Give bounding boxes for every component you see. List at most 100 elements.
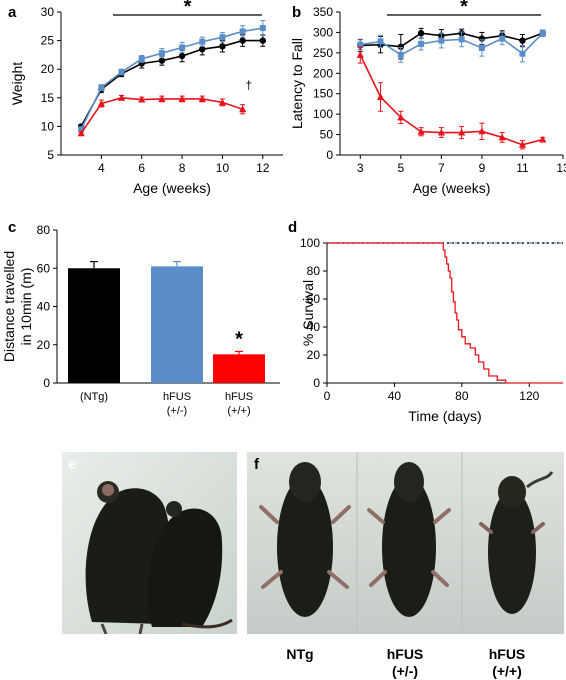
data-point-circle xyxy=(397,43,405,50)
y-tick-label: 0 xyxy=(326,148,333,162)
x-tick-label: 4 xyxy=(98,161,105,175)
data-point-triangle xyxy=(478,127,486,135)
data-point-triangle xyxy=(218,98,227,106)
data-point-circle xyxy=(259,37,267,44)
y-tick-label: 40 xyxy=(37,300,51,314)
series-line xyxy=(80,39,263,127)
data-point-triangle xyxy=(178,95,186,102)
data-point-square xyxy=(179,44,186,51)
x-tick-label: 10 xyxy=(216,161,230,175)
bar xyxy=(213,354,265,383)
panel-d-survival-chart: 0 20 40 60 80 100 0 40 80 120 Time (days) % Surviva… xyxy=(300,236,563,424)
x-tick-label: 12 xyxy=(256,161,270,175)
y-tick-label: 300 xyxy=(313,25,333,39)
category-label: (NTg) xyxy=(80,391,108,403)
panel-letter-b: b xyxy=(292,4,301,21)
data-point-square xyxy=(357,41,364,48)
data-point-square xyxy=(458,36,465,43)
data-point-circle xyxy=(519,37,526,44)
data-point-circle xyxy=(417,30,425,37)
data-point-square xyxy=(239,28,246,35)
data-point-square xyxy=(158,50,165,57)
y-tick-label: 100 xyxy=(313,107,333,121)
data-point-square xyxy=(418,40,425,47)
y-tick-label: 10 xyxy=(41,119,55,133)
y-tick-label: 60 xyxy=(307,292,321,306)
data-point-square xyxy=(438,37,445,44)
x-axis-label: Age (weeks) xyxy=(133,180,211,196)
x-tick-label: 11 xyxy=(516,161,529,175)
y-tick-label: 40 xyxy=(307,320,321,334)
y-tick-label: 5 xyxy=(47,148,54,162)
data-point-square xyxy=(98,84,105,91)
y-tick-label: 20 xyxy=(41,62,55,76)
y-tick-label: 100 xyxy=(300,236,320,250)
x-tick-label: 80 xyxy=(455,389,469,403)
x-tick-label: 6 xyxy=(138,161,145,175)
photo-two-mice xyxy=(62,452,237,634)
bar xyxy=(151,266,203,383)
series-line xyxy=(80,96,243,134)
panel-letter-a: a xyxy=(8,4,17,21)
data-point-triangle xyxy=(158,95,166,102)
data-point-square xyxy=(259,25,266,32)
x-tick-label: 8 xyxy=(179,161,186,175)
y-tick-label: 80 xyxy=(307,264,321,278)
data-point-triangle xyxy=(239,105,247,113)
y-tick-label: 30 xyxy=(41,5,55,19)
x-tick-label: 13 xyxy=(556,161,566,175)
series-line xyxy=(80,27,263,130)
panel-c-distance-bar-chart: 0 20 40 60 80 Distance travelled in 10min (m) (… xyxy=(1,223,280,417)
series-line xyxy=(360,32,544,48)
y-tick-label: 350 xyxy=(313,5,333,19)
x-tick-label: 120 xyxy=(519,389,539,403)
category-label: (+/+) xyxy=(227,405,250,417)
significance-star: * xyxy=(184,0,192,18)
data-point-circle xyxy=(178,52,186,60)
data-point-triangle xyxy=(97,99,105,107)
y-tick-label: 80 xyxy=(37,223,51,237)
y-axis-label: % Survival xyxy=(300,280,316,346)
panel-letter-e: e xyxy=(68,456,77,473)
data-point-triangle xyxy=(376,93,385,100)
data-point-triangle xyxy=(117,94,126,101)
y-axis-label: Distance travelled xyxy=(1,251,17,362)
data-point-square xyxy=(499,35,506,42)
data-point-circle xyxy=(199,45,206,53)
data-point-circle xyxy=(239,37,246,44)
panel-letter-d: d xyxy=(288,219,297,236)
x-tick-label: 0 xyxy=(324,389,331,403)
data-point-circle xyxy=(219,43,226,50)
x-axis-label: Age (weeks) xyxy=(413,180,491,196)
photo-two-mice-illustration xyxy=(62,452,237,634)
category-label: hFUS xyxy=(225,391,253,403)
y-axis-label: Weight xyxy=(9,62,25,105)
y-tick-label: 60 xyxy=(37,261,51,275)
photo-three-mice-illustration xyxy=(247,452,564,634)
data-point-square xyxy=(199,38,206,45)
y-axis-label: Latency to Fall xyxy=(289,38,305,129)
data-point-triangle xyxy=(397,113,405,121)
x-tick-label: 7 xyxy=(438,161,445,175)
y-axis-label: in 10min (m) xyxy=(18,268,34,346)
data-point-square xyxy=(397,51,404,58)
x-tick-label: 3 xyxy=(357,161,364,175)
significance-star: * xyxy=(460,0,468,18)
data-point-circle xyxy=(158,57,166,64)
data-point-triangle xyxy=(198,95,206,102)
y-tick-label: 0 xyxy=(313,376,320,390)
y-tick-label: 15 xyxy=(41,91,55,105)
y-tick-label: 200 xyxy=(313,66,333,80)
data-point-triangle xyxy=(539,135,547,143)
data-point-triangle xyxy=(518,140,527,148)
panel-b-latency-chart: 0 50 100 150 200 250 300 350 3 5 7 9 11 13 Age (weeks)… xyxy=(289,0,566,196)
series-line xyxy=(360,32,544,56)
significance-star: * xyxy=(235,328,243,350)
panel-a-weight-chart: 5 10 15 20 25 30 4 6 8 10 12 Age (weeks) Weight * † xyxy=(9,0,283,196)
x-tick-label: 5 xyxy=(397,161,404,175)
data-point-square xyxy=(118,69,125,76)
data-point-square xyxy=(478,44,485,51)
photo-three-mice xyxy=(247,452,564,634)
panel-letter-c: c xyxy=(8,219,16,236)
